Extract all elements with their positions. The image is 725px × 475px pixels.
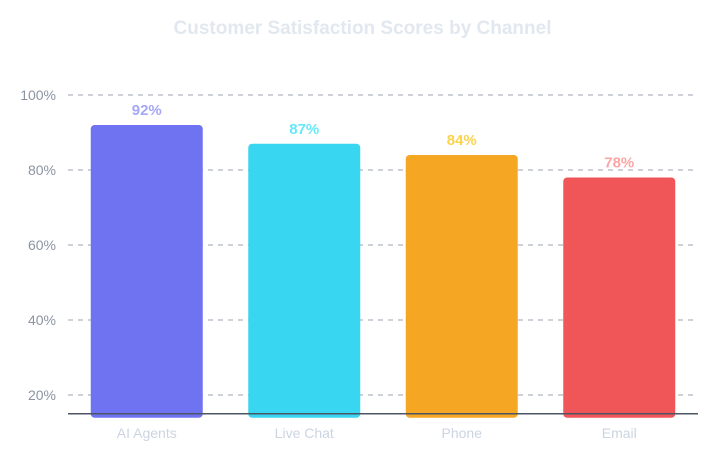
data-label: 87% <box>289 121 319 138</box>
x-tick-label: Phone <box>442 425 483 441</box>
x-tick-label: AI Agents <box>117 425 177 441</box>
y-tick-label: 80% <box>28 162 56 178</box>
y-tick-label: 100% <box>20 87 56 103</box>
bar-ai-agents[interactable] <box>90 125 203 418</box>
data-label: 84% <box>447 132 477 149</box>
y-tick-label: 60% <box>28 237 56 253</box>
x-tick-label: Email <box>602 425 637 441</box>
data-label: 78% <box>604 155 634 172</box>
chart-title: Customer Satisfaction Scores by Channel <box>173 18 552 39</box>
data-label: 92% <box>132 102 162 119</box>
bar-email[interactable] <box>563 177 676 418</box>
bar-phone[interactable] <box>405 155 518 418</box>
y-tick-label: 40% <box>28 312 56 328</box>
y-tick-label: 20% <box>28 387 56 403</box>
x-tick-label: Live Chat <box>275 425 334 441</box>
bar-live-chat[interactable] <box>248 143 361 418</box>
